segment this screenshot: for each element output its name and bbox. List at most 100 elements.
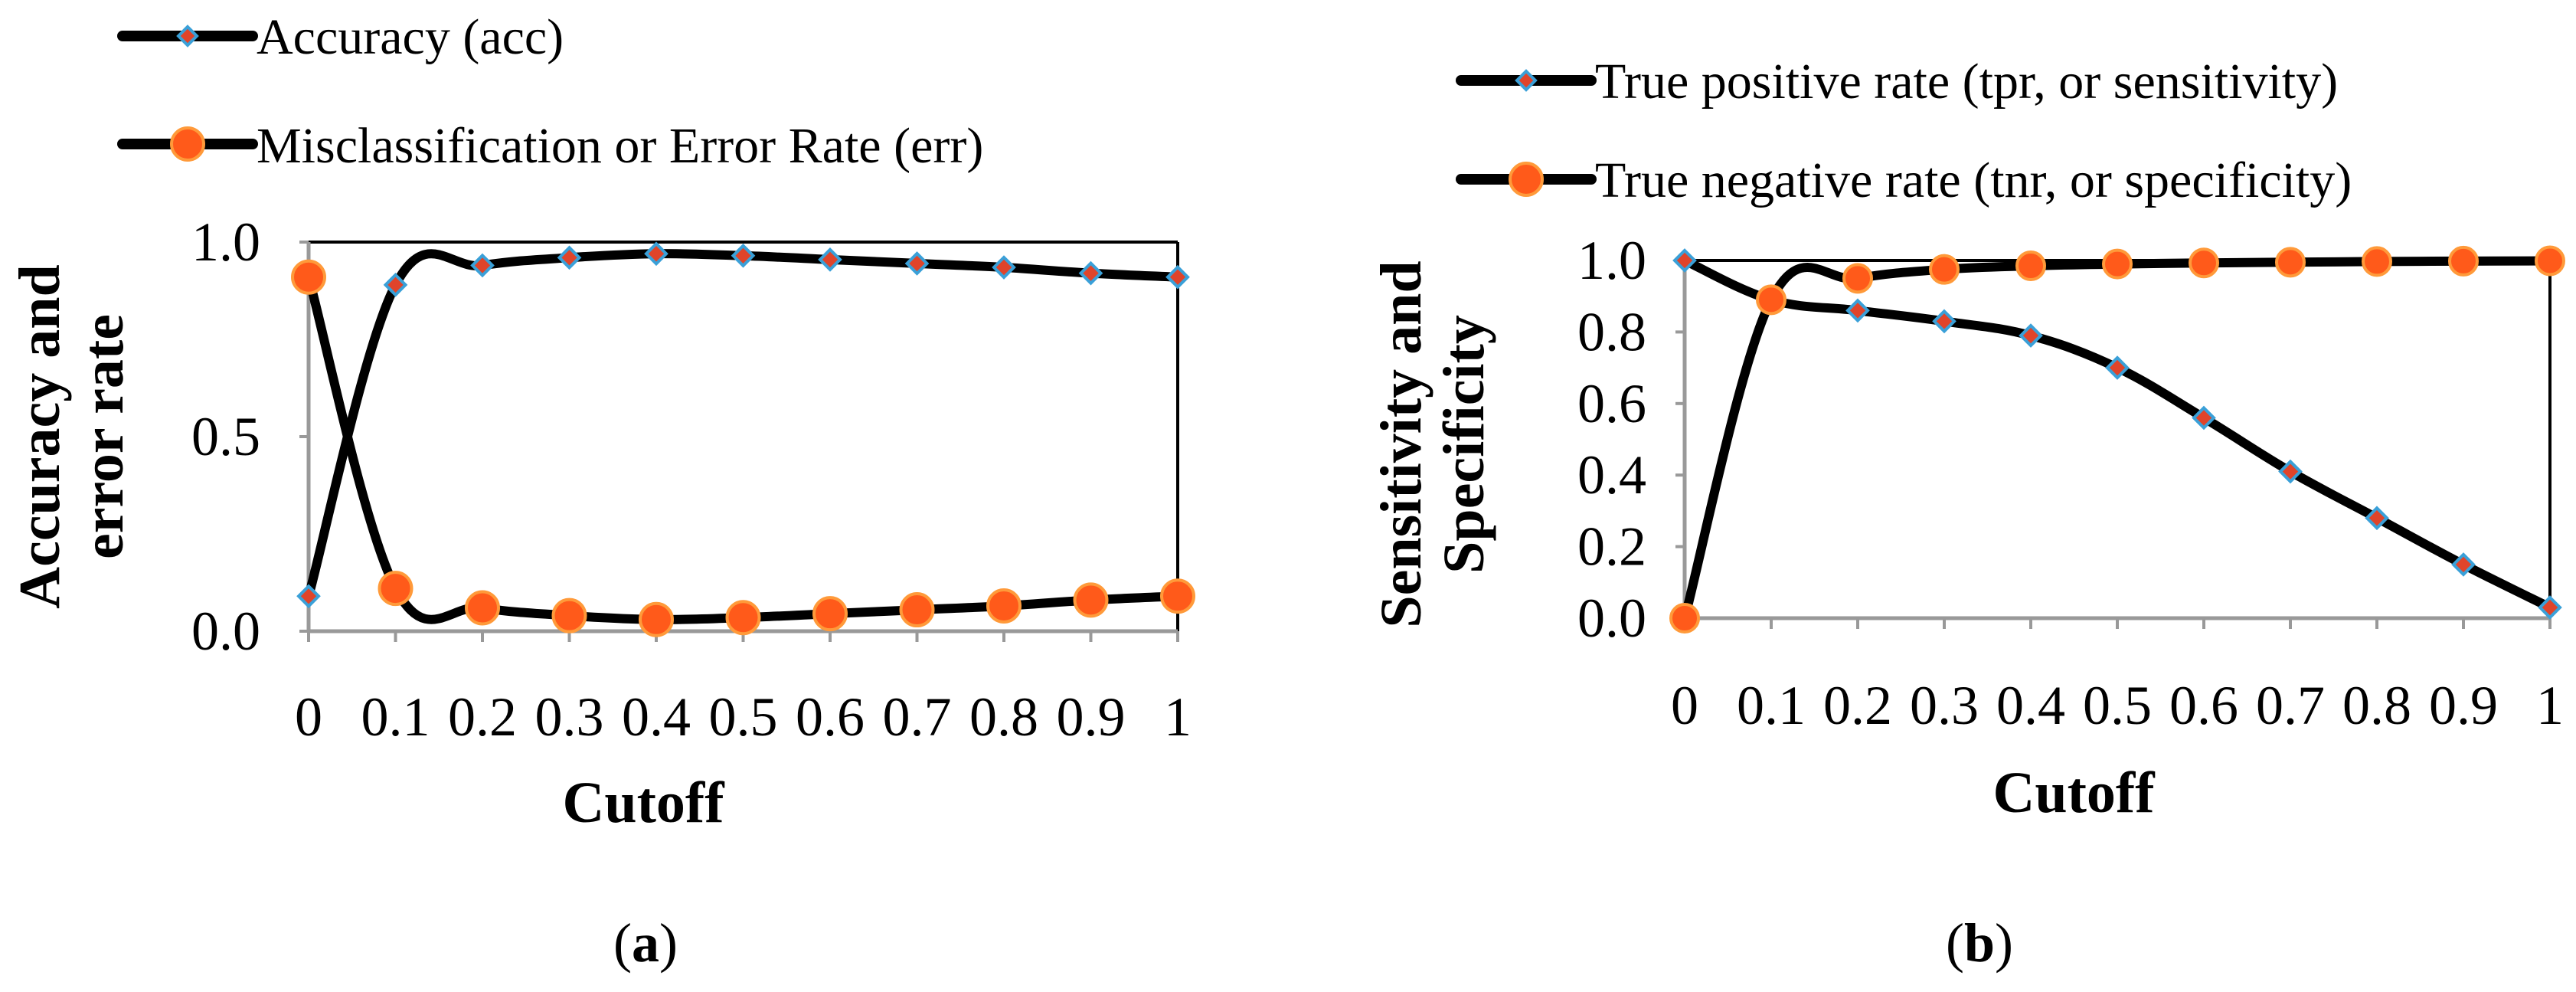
axis-ticks bbox=[299, 241, 1179, 642]
legend-marker-circle bbox=[170, 126, 205, 162]
data-point-circle bbox=[1160, 578, 1195, 614]
x-tick-label: 0 bbox=[295, 686, 322, 748]
x-tick-label: 0.3 bbox=[535, 686, 604, 748]
y-tick-label: 0.0 bbox=[1577, 588, 1646, 649]
x-tick-label: 1 bbox=[2536, 675, 2564, 736]
data-point-circle bbox=[899, 592, 935, 628]
data-point-diamond bbox=[904, 251, 930, 276]
panel-b: True positive rate (tpr, or sensitivity)… bbox=[1369, 54, 2565, 974]
y-axis-title-line-1: Sensitivity and bbox=[1369, 260, 1433, 627]
y-axis-title-line-1: Accuracy and bbox=[8, 264, 72, 609]
x-tick-label: 0.5 bbox=[709, 686, 778, 748]
x-tick-label: 0.2 bbox=[1823, 675, 1892, 736]
data-point-diamond bbox=[731, 243, 756, 268]
y-tick-label: 1.0 bbox=[191, 211, 260, 273]
data-point-circle bbox=[1756, 284, 1787, 316]
series-markers bbox=[1669, 245, 2565, 634]
data-point-circle bbox=[812, 596, 848, 632]
data-point-diamond bbox=[470, 253, 495, 278]
data-point-diamond bbox=[383, 273, 408, 297]
data-point-circle bbox=[2362, 246, 2392, 277]
legend-marker-circle bbox=[1509, 162, 1544, 197]
x-tick-labels: 0 0.1 0.2 0.3 0.4 0.5 0.6 0.7 0.8 0.9 1 bbox=[1671, 675, 2564, 736]
data-point-circle bbox=[291, 259, 326, 295]
data-point-circle bbox=[2448, 245, 2479, 277]
x-tick-label: 0.5 bbox=[2083, 675, 2152, 736]
y-tick-label: 0.0 bbox=[191, 601, 260, 662]
panel-label-b: (b) bbox=[1946, 912, 2013, 974]
y-axis-title: Sensitivity and Specificity bbox=[1369, 260, 1496, 627]
y-tick-label: 0.2 bbox=[1577, 516, 1646, 578]
x-tick-label: 0.6 bbox=[796, 686, 865, 748]
data-point-diamond bbox=[2451, 552, 2476, 577]
data-point-circle bbox=[1929, 254, 1960, 285]
data-point-diamond bbox=[2192, 405, 2216, 431]
x-tick-label: 1 bbox=[1164, 686, 1192, 748]
legend-label-error-rate: Misclassification or Error Rate (err) bbox=[257, 118, 983, 174]
data-point-diamond bbox=[296, 584, 321, 609]
data-point-diamond bbox=[2019, 323, 2043, 348]
data-point-diamond bbox=[818, 247, 842, 272]
legend-label-tpr: True positive rate (tpr, or sensitivity) bbox=[1595, 54, 2338, 110]
legend-marker-diamond bbox=[176, 25, 199, 47]
data-point-diamond bbox=[644, 241, 669, 267]
data-point-circle bbox=[986, 588, 1022, 624]
axis-ticks bbox=[1675, 259, 2551, 629]
data-point-circle bbox=[2015, 250, 2046, 282]
y-tick-label: 0.8 bbox=[1577, 301, 1646, 362]
x-tick-label: 0.9 bbox=[1057, 686, 1126, 748]
panel-b-plot-area bbox=[1669, 245, 2565, 634]
data-point-circle bbox=[2102, 248, 2133, 280]
data-point-circle bbox=[1073, 582, 1109, 618]
data-point-circle bbox=[639, 601, 674, 637]
y-axis-title-line-2: Specificity bbox=[1432, 315, 1496, 574]
y-axis-title: Accuracy and error rate bbox=[8, 264, 136, 609]
data-point-circle bbox=[378, 571, 414, 607]
y-tick-label: 1.0 bbox=[1577, 230, 1646, 291]
data-point-diamond bbox=[1672, 248, 1697, 273]
x-axis-title: Cutoff bbox=[562, 771, 725, 835]
data-point-circle bbox=[2189, 247, 2219, 279]
panel-b-legend: True positive rate (tpr, or sensitivity)… bbox=[1456, 54, 2352, 208]
x-tick-label: 0.6 bbox=[2169, 675, 2238, 736]
series-line-1 bbox=[304, 249, 1182, 601]
x-tick-label: 0.4 bbox=[622, 686, 691, 748]
legend-marker-diamond bbox=[1515, 69, 1538, 92]
x-tick-label: 0.8 bbox=[2342, 675, 2411, 736]
x-tick-label: 0.1 bbox=[361, 686, 430, 748]
series-lines bbox=[1680, 256, 2555, 623]
x-tick-labels: 0 0.1 0.2 0.3 0.4 0.5 0.6 0.7 0.8 0.9 1 bbox=[295, 686, 1192, 748]
data-point-diamond bbox=[2365, 506, 2389, 531]
data-point-diamond bbox=[557, 245, 582, 270]
legend-item-error-rate: Misclassification or Error Rate (err) bbox=[117, 118, 983, 174]
x-tick-label: 0.2 bbox=[448, 686, 517, 748]
panel-a: Accuracy (acc) Misclassification or Erro… bbox=[8, 9, 1195, 974]
data-point-circle bbox=[1669, 603, 1700, 634]
x-tick-label: 0.9 bbox=[2429, 675, 2498, 736]
series-lines bbox=[304, 249, 1182, 624]
x-tick-label: 0.1 bbox=[1737, 675, 1806, 736]
y-tick-label: 0.5 bbox=[191, 406, 260, 467]
data-point-circle bbox=[2275, 247, 2306, 278]
series-line-2 bbox=[304, 272, 1182, 624]
series-markers bbox=[291, 241, 1195, 637]
x-tick-label: 0.3 bbox=[1910, 675, 1979, 736]
data-point-diamond bbox=[2105, 355, 2130, 380]
data-point-circle bbox=[725, 600, 761, 636]
legend-label-tnr: True negative rate (tnr, or specificity) bbox=[1595, 152, 2352, 208]
x-axis-title: Cutoff bbox=[1992, 761, 2156, 825]
x-tick-label: 0.4 bbox=[1996, 675, 2065, 736]
data-point-circle bbox=[551, 597, 587, 634]
x-tick-label: 0.8 bbox=[969, 686, 1038, 748]
data-point-diamond bbox=[1932, 309, 1957, 334]
data-point-diamond bbox=[2278, 459, 2303, 484]
panel-a-legend: Accuracy (acc) Misclassification or Erro… bbox=[117, 9, 983, 174]
data-point-circle bbox=[465, 590, 500, 626]
data-point-diamond bbox=[1078, 260, 1103, 286]
data-point-diamond bbox=[992, 255, 1016, 280]
series-line-1 bbox=[1680, 256, 2555, 612]
data-point-diamond bbox=[1165, 264, 1190, 290]
data-point-circle bbox=[2535, 245, 2565, 277]
data-point-diamond bbox=[1845, 298, 1870, 323]
